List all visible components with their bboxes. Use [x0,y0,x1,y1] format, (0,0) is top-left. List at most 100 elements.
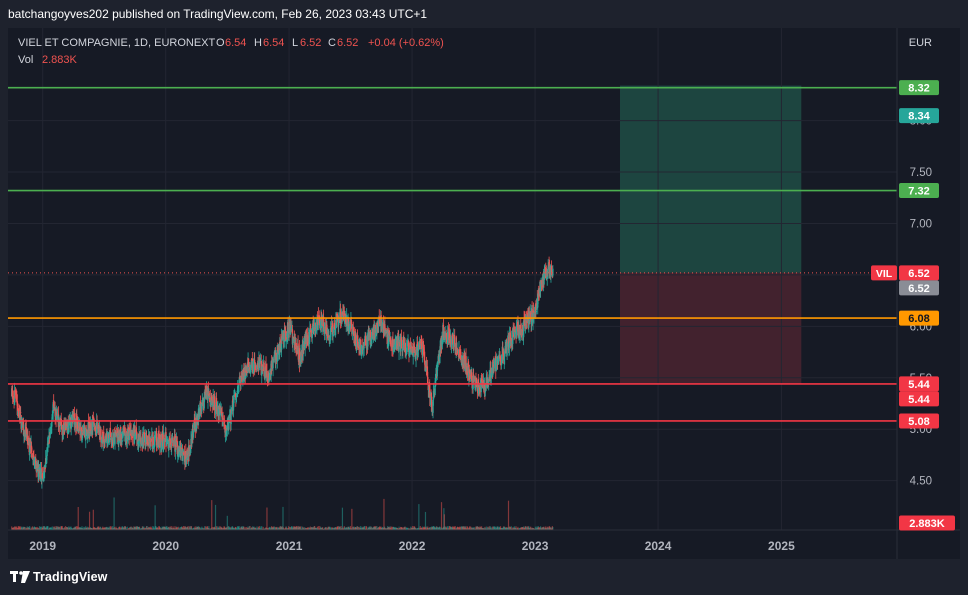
candle-body [121,435,124,438]
candle-body [257,362,259,370]
candle-body [286,337,288,340]
candle-body [103,431,105,439]
volume-bar [339,526,341,530]
candle-body [70,421,73,423]
candle-body [11,389,14,398]
level-price-label: 7.32 [908,186,929,198]
legend-vol-label: Vol [18,54,33,66]
candle-body [442,324,445,337]
candle-body [51,419,53,427]
candle-body [508,333,511,348]
candle-body [456,349,458,354]
volume-bar [422,526,424,530]
volume-bar [314,526,316,530]
candle-body [412,353,414,357]
candle-body [205,395,207,399]
candle-body [126,432,128,442]
volume-bar [356,526,359,530]
candle-body [185,459,187,465]
candle-body [40,468,42,470]
candle-body [287,322,289,330]
candle-body [477,379,480,394]
candle-body [434,377,437,387]
candle-body [456,351,459,353]
candle-body [19,412,22,414]
volume-bar [215,526,218,530]
volume-bar [418,504,420,530]
volume-bar [491,526,494,530]
candle-body [374,327,377,338]
symbol-tag-label: VIL [876,268,893,280]
candle-body [346,317,348,327]
candle-body [462,357,464,365]
profit-zone[interactable] [619,85,802,273]
candle-body [96,422,98,426]
candle-body [398,339,400,352]
candle-body [450,339,452,347]
candle-body [114,432,116,445]
volume-bar [32,527,34,530]
candle-body [150,441,152,443]
candle-body [228,420,230,427]
candle-body [153,435,156,447]
candle-body [532,312,534,323]
candle-body [101,439,103,444]
candle-body [228,414,231,419]
volume-bar [523,526,525,530]
candle-body [24,429,27,437]
price-tag [899,280,939,296]
candle-body [105,438,107,442]
candle-body [535,302,537,313]
candle-body [471,372,473,381]
volume-bar [146,526,148,530]
candle-body [320,321,322,329]
candle-body [304,337,306,349]
volume-bar [171,527,173,530]
candle-body [297,343,299,355]
legend-low-label: L [292,37,298,49]
volume-bar [349,526,352,530]
candle-body [30,443,32,446]
candle-body [436,362,438,377]
candle-body [284,329,286,340]
candle-body [543,273,546,280]
candle-body [35,463,37,472]
candle-body [94,426,96,429]
candle-body [372,335,374,340]
legend-low: 6.52 [300,37,321,49]
level-price-label: 5.08 [908,416,929,428]
candle-body [285,331,287,340]
loss-zone[interactable] [619,272,802,384]
candle-body [230,412,232,425]
candle-body [269,375,271,381]
candle-body [143,432,145,434]
candle-body [93,418,95,422]
candle-body [331,323,334,335]
candle-body [115,431,117,434]
volume-bar [282,506,284,530]
candle-body [387,333,390,346]
candle-body [17,411,19,416]
candle-body [503,352,505,361]
candle-body [438,356,441,360]
volume-bar [509,527,511,530]
candle-body [206,386,208,392]
candle-body [234,391,236,396]
candle-body [376,324,378,335]
candle-body [334,328,336,330]
volume-bar [211,500,213,530]
candle-body [247,358,250,368]
chart-frame[interactable] [8,28,960,559]
volume-bar [530,526,532,530]
candle-body [529,318,531,321]
candle-body [248,365,251,367]
candle-body [97,426,99,428]
candle-body [369,330,371,345]
candle-body [519,326,522,335]
candle-body [302,342,304,355]
candle-body [298,348,301,365]
candle-body [550,266,552,277]
candle-body [538,294,540,296]
candle-body [348,326,350,328]
